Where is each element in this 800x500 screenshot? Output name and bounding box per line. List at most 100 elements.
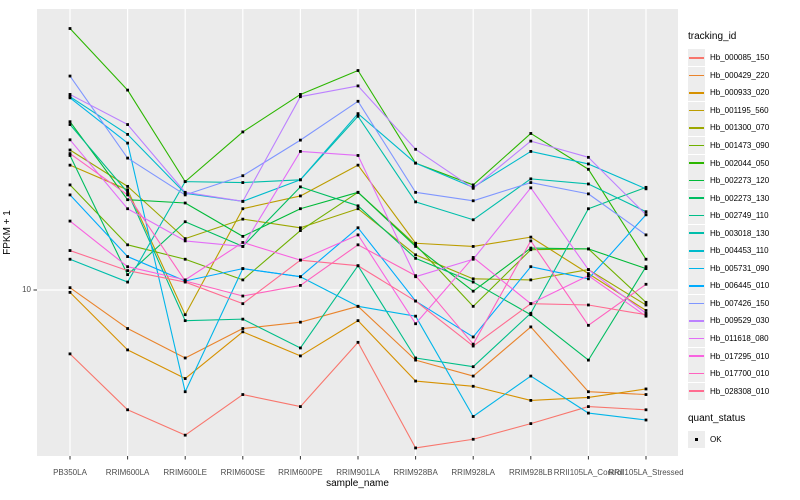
y-tick-label: 10 <box>22 285 31 294</box>
legend-key <box>688 49 705 67</box>
data-point <box>529 181 533 184</box>
data-point <box>183 193 187 197</box>
data-point <box>587 272 590 276</box>
data-point <box>183 390 187 394</box>
data-point <box>414 253 417 257</box>
data-point <box>587 405 590 408</box>
legend-line-swatch <box>689 249 704 252</box>
legend-key <box>688 347 705 365</box>
data-point <box>471 280 475 284</box>
data-point <box>299 405 302 408</box>
data-point <box>644 185 648 189</box>
data-point <box>529 239 533 243</box>
data-point <box>587 167 590 171</box>
legend-line-swatch <box>689 285 704 287</box>
data-point <box>126 327 129 330</box>
data-point <box>356 163 360 167</box>
legend-key <box>688 137 705 154</box>
data-point <box>356 69 360 72</box>
data-point <box>241 294 245 298</box>
data-point <box>471 437 475 441</box>
data-point <box>529 374 533 378</box>
data-point <box>68 286 72 290</box>
data-point <box>183 280 187 284</box>
data-point <box>414 147 417 151</box>
data-point <box>183 377 187 380</box>
data-point <box>414 200 417 204</box>
data-point <box>414 241 417 245</box>
data-point <box>529 265 533 269</box>
data-point <box>299 346 302 350</box>
legend-item-label: Hb_011618_080 <box>710 334 769 344</box>
legend-item: Hb_000933_020 <box>688 84 769 102</box>
legend-item-label: OK <box>710 435 722 445</box>
data-point <box>68 249 72 252</box>
data-point <box>644 233 648 237</box>
x-axis-title: sample_name <box>326 478 389 489</box>
data-point <box>414 245 417 248</box>
legend-item-label: Hb_001473_090 <box>710 141 770 150</box>
data-point <box>644 265 648 269</box>
data-point <box>68 163 72 167</box>
data-point <box>126 348 129 352</box>
legend-line-swatch <box>689 144 704 147</box>
legend-key <box>688 294 705 312</box>
legend-item: Hb_001300_070 <box>688 119 769 137</box>
legend-line-swatch <box>689 320 704 322</box>
data-point <box>126 273 129 277</box>
data-point <box>68 96 72 100</box>
data-point <box>587 411 590 415</box>
legend-key <box>688 382 705 400</box>
data-point <box>356 340 360 344</box>
data-point <box>471 257 475 261</box>
data-point <box>126 265 129 269</box>
data-point <box>414 446 417 450</box>
data-point <box>241 393 245 396</box>
legend-title-tracking-id: tracking_id <box>688 31 737 42</box>
data-point <box>414 299 417 303</box>
data-point <box>183 356 187 360</box>
legend-line-swatch <box>689 267 704 270</box>
data-point <box>587 390 590 394</box>
data-point <box>183 220 187 224</box>
legend-item-label: Hb_003018_130 <box>710 228 770 238</box>
data-point <box>68 93 72 96</box>
data-point <box>68 138 72 142</box>
legend-key <box>688 154 705 172</box>
data-point <box>529 313 533 317</box>
data-point <box>644 267 648 271</box>
legend-item-label: Hb_002044_050 <box>710 158 770 168</box>
data-point <box>471 256 475 259</box>
legend-item: Hb_002273_130 <box>688 189 769 207</box>
y-axis-title-text: FPKM + 1 <box>2 210 13 255</box>
data-point <box>356 264 360 268</box>
legend-line-swatch <box>689 179 704 182</box>
data-point <box>529 399 533 402</box>
data-point <box>644 309 648 312</box>
legend-line-swatch <box>689 74 704 77</box>
data-point <box>241 330 245 334</box>
data-point <box>299 320 302 324</box>
data-point <box>299 150 302 153</box>
legend-key <box>688 207 705 225</box>
legend-item-label: Hb_000085_150 <box>710 53 770 63</box>
data-point <box>241 327 245 330</box>
data-point <box>183 190 187 194</box>
data-point <box>356 154 360 157</box>
data-point <box>68 183 72 187</box>
data-point <box>299 138 302 142</box>
data-point <box>356 190 360 194</box>
data-point <box>644 313 648 317</box>
legend-item: Hb_017700_010 <box>688 365 769 383</box>
data-point <box>471 335 475 339</box>
legend-line-swatch <box>689 92 704 94</box>
legend-key <box>688 312 705 330</box>
legend-key <box>688 84 705 102</box>
data-point <box>471 342 475 346</box>
data-point <box>414 314 417 318</box>
legend-item-label: Hb_007426_150 <box>710 298 770 308</box>
legend-item-label: Hb_001300_070 <box>710 123 770 133</box>
data-point <box>587 274 590 278</box>
legend-item-label: Hb_001195_560 <box>710 105 769 115</box>
